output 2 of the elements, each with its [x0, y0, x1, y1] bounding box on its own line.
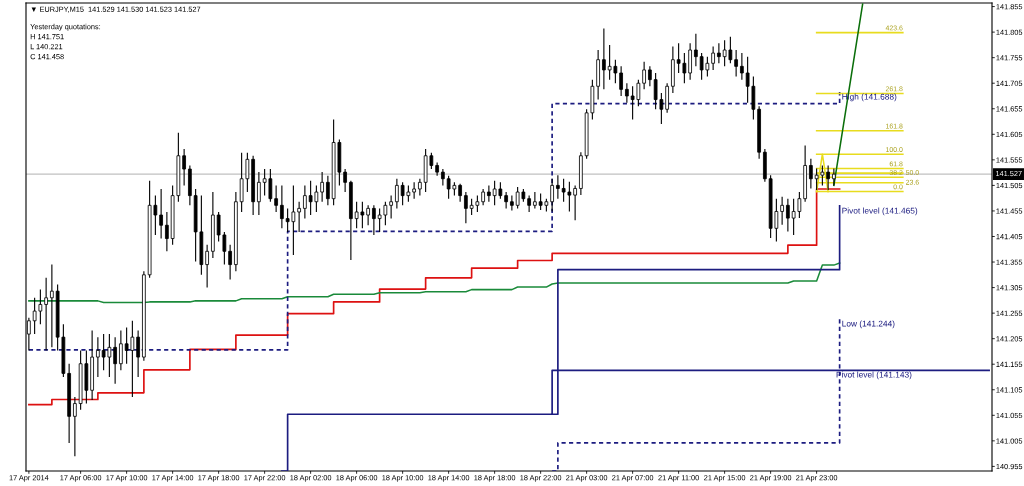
series-label: Pivot level (141.465): [842, 207, 918, 216]
series-label: Low (141.244): [842, 320, 895, 329]
